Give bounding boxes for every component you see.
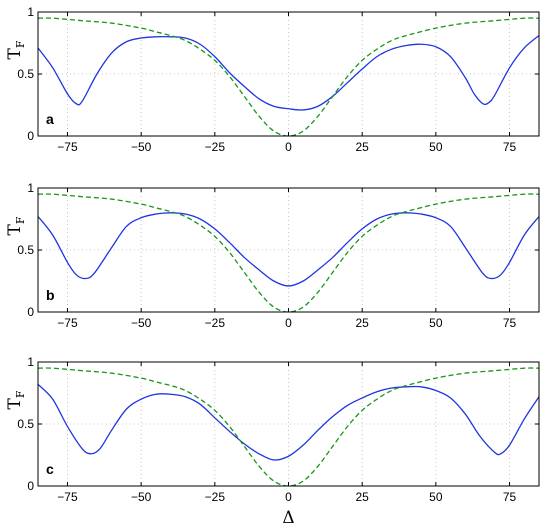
panel-label: a bbox=[46, 111, 54, 127]
y-axis-label: TF bbox=[5, 390, 27, 409]
x-tick-label: 0 bbox=[285, 490, 292, 504]
x-tick-label: −25 bbox=[205, 140, 226, 154]
y-axis-label: TF bbox=[5, 216, 27, 235]
series-solid-line bbox=[38, 212, 539, 287]
panel-c: −75 −50 −25 0 25 50 75 0 0.5 1 TF c bbox=[5, 355, 540, 504]
y-tick-label: 0 bbox=[27, 129, 34, 143]
x-tick-label: −50 bbox=[131, 490, 152, 504]
x-tick-label: 50 bbox=[429, 140, 443, 154]
y-tick-label: 1 bbox=[27, 5, 34, 19]
x-tick-label: −75 bbox=[57, 490, 78, 504]
plot-frame bbox=[37, 361, 540, 487]
y-tick-label: 0.5 bbox=[17, 243, 34, 257]
y-tick-label: 0.5 bbox=[17, 417, 34, 431]
y-tick-label: 0 bbox=[27, 305, 34, 319]
x-axis-label: Δ bbox=[282, 508, 294, 528]
plot-frame bbox=[37, 11, 540, 137]
panel-b: −75 −50 −25 0 25 50 75 0 0.5 1 TF b bbox=[5, 181, 540, 330]
y-tick-label: 1 bbox=[27, 181, 34, 195]
x-tick-label: 25 bbox=[355, 490, 369, 504]
x-tick-label: 25 bbox=[355, 316, 369, 330]
x-tick-label: 0 bbox=[285, 316, 292, 330]
x-tick-label: 50 bbox=[429, 316, 443, 330]
y-tick-label: 0.5 bbox=[17, 67, 34, 81]
x-tick-label: 25 bbox=[355, 140, 369, 154]
series-dashed-line bbox=[38, 193, 539, 312]
series-dashed-line bbox=[38, 17, 539, 136]
x-tick-label: 75 bbox=[503, 316, 517, 330]
panel-label: b bbox=[46, 287, 55, 303]
x-tick-label: 0 bbox=[285, 140, 292, 154]
y-axis-label: TF bbox=[5, 40, 27, 59]
panel-a: −75 −50 −25 0 25 50 75 0 0.5 1 TF a bbox=[5, 5, 540, 154]
plot-frame bbox=[37, 187, 540, 313]
x-tick-label: −75 bbox=[57, 316, 78, 330]
series-solid-line bbox=[38, 35, 539, 111]
y-tick-label: 0 bbox=[27, 479, 34, 493]
series-dashed-line bbox=[38, 367, 539, 486]
x-tick-label: −50 bbox=[131, 316, 152, 330]
y-tick-label: 1 bbox=[27, 355, 34, 369]
x-tick-label: −25 bbox=[205, 490, 226, 504]
x-tick-label: −50 bbox=[131, 140, 152, 154]
x-tick-label: −75 bbox=[57, 140, 78, 154]
series-solid-line bbox=[38, 383, 539, 461]
x-tick-label: 50 bbox=[429, 490, 443, 504]
x-tick-label: 75 bbox=[503, 140, 517, 154]
x-tick-label: −25 bbox=[205, 316, 226, 330]
x-tick-label: 75 bbox=[503, 490, 517, 504]
panel-label: c bbox=[46, 461, 54, 477]
